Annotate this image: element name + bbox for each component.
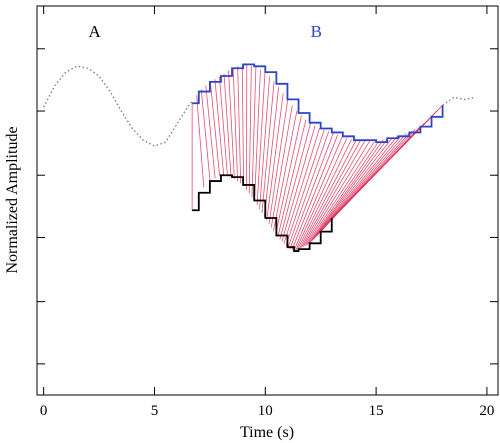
warp-link	[285, 129, 325, 246]
x-tick-label: 0	[40, 403, 48, 419]
warp-link	[313, 137, 393, 240]
warp-link	[263, 86, 280, 217]
y-axis-label: Normalized Amplitude	[4, 126, 21, 273]
warp-link	[283, 127, 321, 244]
warp-link	[275, 115, 302, 235]
annotation-a: A	[88, 22, 101, 41]
warp-link	[297, 139, 352, 250]
warp-link	[214, 79, 225, 176]
warp-link	[261, 81, 275, 213]
warp-link	[309, 139, 384, 243]
warp-link	[287, 131, 330, 248]
warp-link	[223, 73, 232, 178]
warp-link	[306, 141, 375, 246]
x-tick-label: 20	[479, 403, 494, 419]
warp-link	[256, 71, 266, 206]
warp-link	[237, 66, 242, 184]
warp-link	[251, 67, 257, 198]
x-tick-label: 15	[369, 403, 384, 419]
warp-link	[200, 89, 211, 182]
warp-link	[241, 64, 245, 186]
x-tick-label: 5	[151, 403, 159, 419]
warp-link	[254, 69, 261, 202]
warp-link	[302, 140, 366, 247]
series-a-line	[43, 65, 193, 147]
series-group	[43, 63, 476, 252]
warp-link	[311, 137, 389, 241]
warp-link	[304, 140, 371, 246]
warp-link	[273, 110, 298, 232]
warp-link	[299, 140, 357, 249]
warp-links	[191, 64, 443, 252]
warp-link	[196, 95, 205, 188]
warp-link	[219, 76, 228, 177]
warp-link	[205, 85, 216, 179]
warp-link	[268, 99, 289, 224]
ticks	[37, 6, 498, 395]
x-tick-label: 10	[258, 403, 273, 419]
warp-link	[331, 104, 443, 219]
warp-link	[259, 76, 270, 210]
warp-link	[315, 136, 398, 238]
warp-link	[289, 132, 334, 249]
warp-link	[293, 136, 343, 252]
warp-link	[228, 70, 235, 179]
annotation-b: B	[311, 22, 322, 41]
warp-link	[295, 137, 348, 251]
warp-link	[270, 105, 293, 228]
warp-link	[232, 67, 238, 182]
tick-labels: 0 5 10 15 20	[40, 403, 495, 419]
warp-link	[281, 125, 316, 242]
warp-link	[209, 81, 221, 176]
warp-link	[248, 65, 252, 194]
warp-link	[266, 93, 284, 221]
series-b-line	[192, 63, 444, 144]
warp-link	[291, 134, 339, 250]
series-a-tail-line	[442, 96, 476, 106]
warp-link	[308, 140, 380, 245]
warp-link	[277, 119, 307, 238]
warp-link	[279, 123, 311, 240]
plot-frame	[36, 5, 499, 396]
aligned-series-line	[192, 174, 333, 252]
x-axis-label: Time (s)	[240, 424, 294, 441]
warp-link	[300, 140, 361, 248]
